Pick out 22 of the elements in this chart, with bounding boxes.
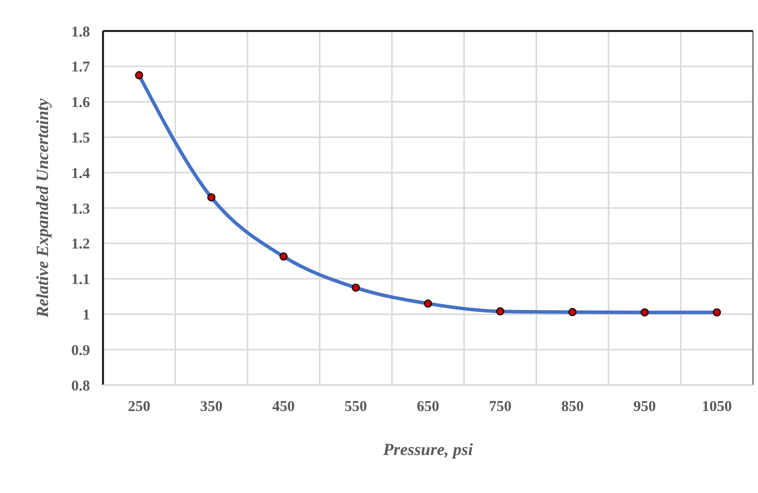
y-tick-label: 1 xyxy=(82,307,90,324)
y-tick-label: 1.2 xyxy=(71,236,90,253)
x-tick-label: 350 xyxy=(200,399,223,415)
x-axis-title: Pressure, psi xyxy=(382,440,474,459)
y-tick-label: 1.3 xyxy=(71,201,90,218)
x-tick-label: 550 xyxy=(344,399,368,415)
x-tick-label: 1050 xyxy=(702,399,732,415)
x-tick-label: 650 xyxy=(416,399,440,415)
x-tick-label: 250 xyxy=(128,399,150,415)
y-tick-label: 1.1 xyxy=(71,272,90,288)
x-tick-label: 750 xyxy=(488,399,512,415)
y-tick-label: 1.4 xyxy=(71,166,90,182)
y-tick-label: 1.8 xyxy=(71,24,90,40)
x-tick-label: 850 xyxy=(561,399,584,415)
y-tick-label: 1.6 xyxy=(71,95,90,112)
x-tick-label: 450 xyxy=(272,399,295,415)
y-tick-label: 0.8 xyxy=(71,378,90,394)
y-tick-label: 1.7 xyxy=(71,60,90,76)
y-tick-label: 0.9 xyxy=(71,342,90,359)
x-tick-label: 950 xyxy=(633,399,656,415)
y-axis-title: Relative Expanded Uncertainty xyxy=(33,98,52,319)
y-tick-label: 1.5 xyxy=(71,130,90,146)
